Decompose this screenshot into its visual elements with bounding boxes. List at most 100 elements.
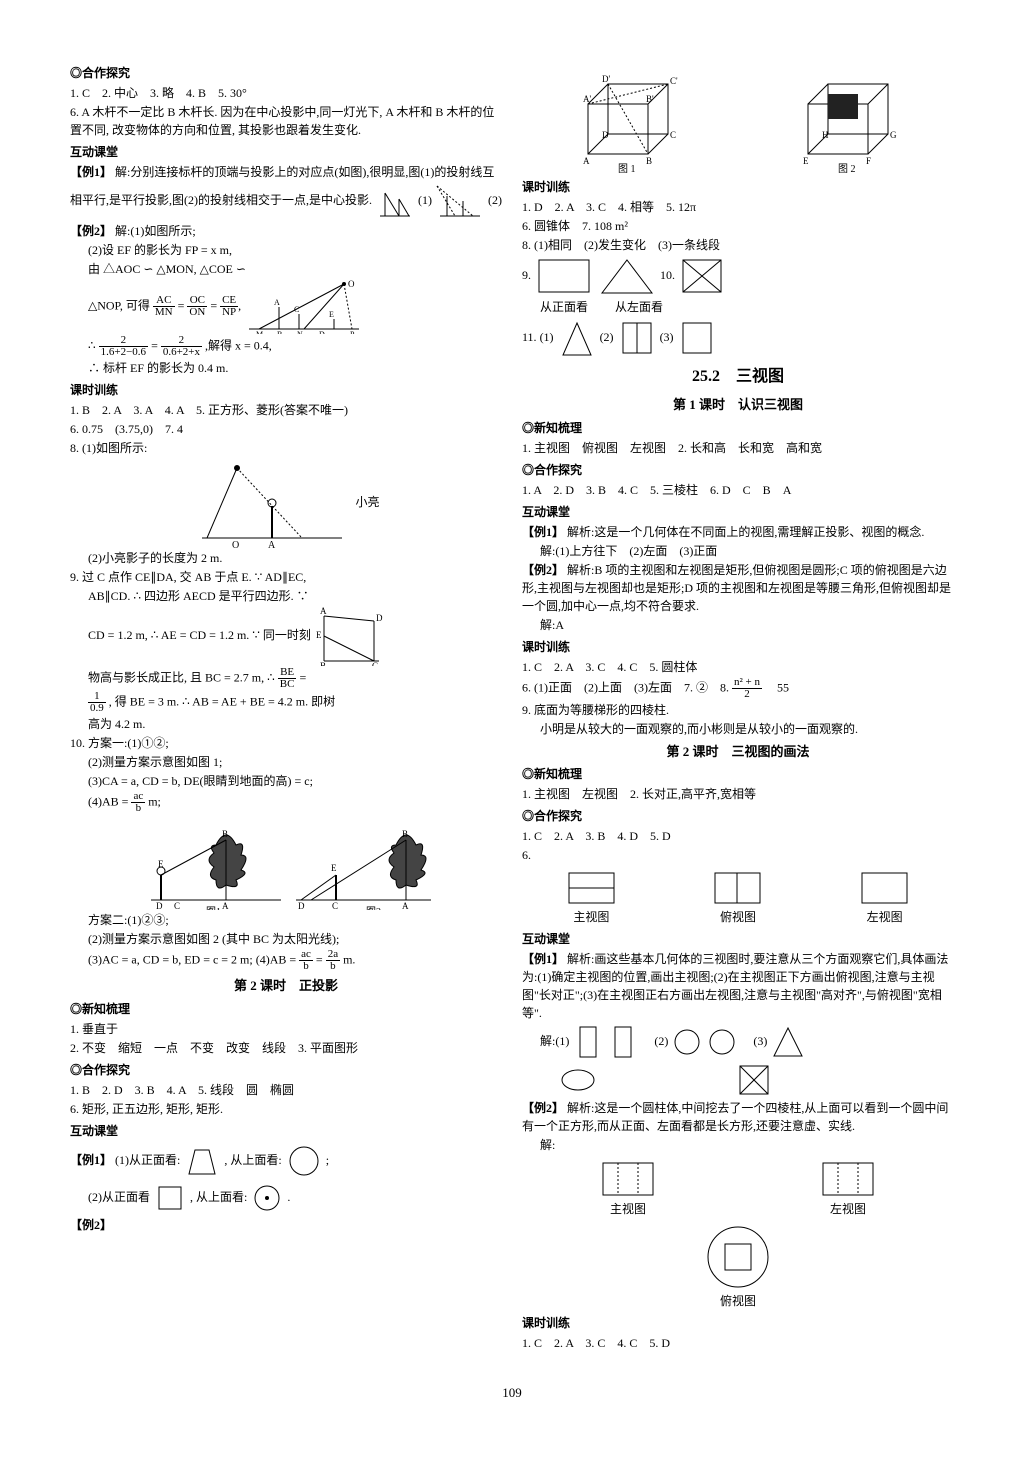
r-ex2-2: 解:A <box>522 616 954 634</box>
svg-text:B': B' <box>646 94 654 104</box>
r-header-keshi: 课时训练 <box>522 178 954 196</box>
page-number: 109 <box>70 1383 954 1403</box>
r-ex2b-2: 解: <box>522 1136 954 1154</box>
r-ex1: 【例1】 解析:这是一个几何体在不同面上的视图,需理解正投影、视图的概念. <box>522 523 954 541</box>
r-xz2-1: 1. 主视图 左视图 2. 长对正,高平齐,宽相等 <box>522 785 954 803</box>
q10-4-unit: m; <box>148 794 161 808</box>
ex2-label: 【例2】 <box>70 224 112 238</box>
ks-line3: 8. (1)如图所示: <box>70 439 502 457</box>
frac-oc-on: OCON <box>187 295 207 318</box>
ex1b: 【例1】 (1)从正面看: , 从上面看: ; <box>70 1142 502 1180</box>
r-ks-4: 9. 10. <box>522 255 954 297</box>
q8-figure: O A 小亮 <box>70 458 502 548</box>
q11-3: (3) <box>660 330 674 344</box>
frac-n2n: n² + n2 <box>732 677 762 700</box>
q9-3-text: CD = 1.2 m, ∴ AE = CD = 1.2 m. ∵ 同一时刻 <box>88 628 311 642</box>
frac-ac-mn: ACMN <box>153 295 175 318</box>
svg-text:图2: 图2 <box>366 906 381 910</box>
r-ex2-1: 解析:B 项的主视图和左视图是矩形,但俯视图是圆形;C 项的俯视图是六边形,主视… <box>522 563 951 613</box>
q10-1: 10. 方案一:(1)①②; <box>70 734 502 752</box>
ks-line4: (2)小亮影子的长度为 2 m. <box>70 549 502 567</box>
svg-text:G: G <box>890 130 897 140</box>
ex2-projection-fig: OMBNDPACE <box>244 279 364 334</box>
r-ks-6: 11. (1) (2) (3) <box>522 317 954 359</box>
three-views: 主视图 俯视图 左视图 <box>522 868 954 926</box>
svg-text:C: C <box>294 305 299 314</box>
svg-text:图 2: 图 2 <box>838 163 856 174</box>
q10-label: 10. <box>660 268 675 282</box>
frac-ce-np: CENP <box>220 295 238 318</box>
circle-icon-r <box>671 1026 703 1058</box>
svg-text:B: B <box>277 330 282 334</box>
svg-text:C: C <box>332 901 338 910</box>
header-xinzhi: ◎新知梳理 <box>70 1000 502 1018</box>
svg-text:P: P <box>350 330 355 334</box>
svg-text:图1: 图1 <box>206 906 221 910</box>
cube-fig1: AB CD A'B' C'D' 图 1 <box>558 64 698 174</box>
svg-text:O: O <box>348 279 355 289</box>
ex2-text5: ,解得 x = 0.4, <box>205 338 272 352</box>
svg-text:E: E <box>331 863 337 873</box>
r-ex2b-1: 解析:这是一个圆柱体,中间挖去了一个四棱柱,从上面可以看到一个圆中间有一个正方形… <box>522 1101 948 1133</box>
q10-7: (3)AC = a, CD = b, ED = c = 2 m; (4)AB =… <box>70 949 502 972</box>
left-view-label: 从左面看 <box>615 300 663 314</box>
r-ex2-label: 【例2】 <box>522 563 564 577</box>
r-header-hudong: 互动课堂 <box>522 503 954 521</box>
frac-ac-b: acb <box>131 791 145 814</box>
ex2b: 【例2】 <box>70 1216 502 1234</box>
q10-4: (4)AB = acb m; <box>70 791 502 814</box>
svg-text:B: B <box>222 829 228 839</box>
trapezoid-icon <box>183 1142 221 1180</box>
rect-v-icon <box>572 1023 604 1061</box>
svg-text:B: B <box>402 829 408 839</box>
q9-4-text: 物高与影长成正比, 且 BC = 2.7 m, ∴ <box>88 670 275 684</box>
svg-text:D: D <box>319 330 325 334</box>
r-ex2b: 【例2】 解析:这是一个圆柱体,中间挖去了一个四棱柱,从上面可以看到一个圆中间有… <box>522 1099 954 1135</box>
ex2b-views: 主视图 左视图 <box>522 1158 954 1218</box>
r-ks2-3b: 小明是从较大的一面观察的,而小彬则是从较小的一面观察的. <box>522 720 954 738</box>
ex2b-label: 【例2】 <box>70 1218 112 1232</box>
triangle-view <box>597 255 657 297</box>
circle-dot-icon <box>250 1181 284 1215</box>
q11-fig1 <box>557 317 597 359</box>
r-header-xinzhi: ◎新知梳理 <box>522 419 954 437</box>
q9-5: 10.9 , 得 BE = 3 m. ∴ AB = AE + BE = 4.2 … <box>70 691 502 714</box>
svg-text:D: D <box>602 130 609 140</box>
sub-title-1: 第 1 课时 认识三视图 <box>522 395 954 415</box>
ex2-text4: △NOP, 可得 <box>88 298 150 312</box>
q10-6: (2)测量方案示意图如图 2 (其中 BC 为太阳光线); <box>70 930 502 948</box>
xz-line1: 1. 垂直于 <box>70 1020 502 1038</box>
fu-view2 <box>703 1222 773 1292</box>
ex1b-5: , 从上面看: <box>190 1189 247 1203</box>
svg-text:E: E <box>316 630 322 640</box>
header-hudong: 互动课堂 <box>70 143 502 161</box>
ex2-fraction-line: △NOP, 可得 ACMN = OCON = CENP, OMBNDPACE <box>70 279 502 334</box>
sol-3-label: (3) <box>753 1034 767 1048</box>
r-ks2-1: 1. C 2. A 3. C 4. C 5. 圆柱体 <box>522 658 954 676</box>
q10-5: 方案二:(1)②③; <box>70 911 502 929</box>
header-hudong2: 互动课堂 <box>70 1122 502 1140</box>
svg-text:C': C' <box>670 76 678 86</box>
sol-2-label: (2) <box>654 1034 668 1048</box>
r-header-keshi3: 课时训练 <box>522 1314 954 1332</box>
q11-1: (1) <box>540 330 554 344</box>
header-hezuo2: ◎合作探究 <box>70 1061 502 1079</box>
svg-text:D: D <box>298 901 305 910</box>
r-ex1b-figures-2 <box>522 1062 954 1098</box>
r-ex2b-label: 【例2】 <box>522 1101 564 1115</box>
svg-text:A: A <box>320 606 327 616</box>
hz2-line1: 1. B 2. D 3. B 4. A 5. 线段 圆 椭圆 <box>70 1081 502 1099</box>
circle-icon-r2 <box>706 1026 738 1058</box>
sub-title-2: 第 2 课时 三视图的画法 <box>522 742 954 762</box>
answer-6: 6. A 木杆不一定比 B 木杆长. 因为在中心投影中,同一灯光下, A 木杆和… <box>70 103 502 139</box>
svg-text:C: C <box>174 901 180 910</box>
zhu-view <box>564 868 619 908</box>
r-header-xinzhi2: ◎新知梳理 <box>522 765 954 783</box>
r-hz2-1: 1. C 2. A 3. B 4. D 5. D <box>522 827 954 845</box>
header-hezuo: ◎合作探究 <box>70 64 502 82</box>
svg-text:A: A <box>274 298 280 307</box>
q11-2: (2) <box>600 330 614 344</box>
q9-3: CD = 1.2 m, ∴ AE = CD = 1.2 m. ∵ 同一时刻 AD… <box>70 606 502 666</box>
q9-label: 9. <box>522 268 531 282</box>
r-ex1b-figures: 解:(1) (2) (3) <box>522 1023 954 1061</box>
